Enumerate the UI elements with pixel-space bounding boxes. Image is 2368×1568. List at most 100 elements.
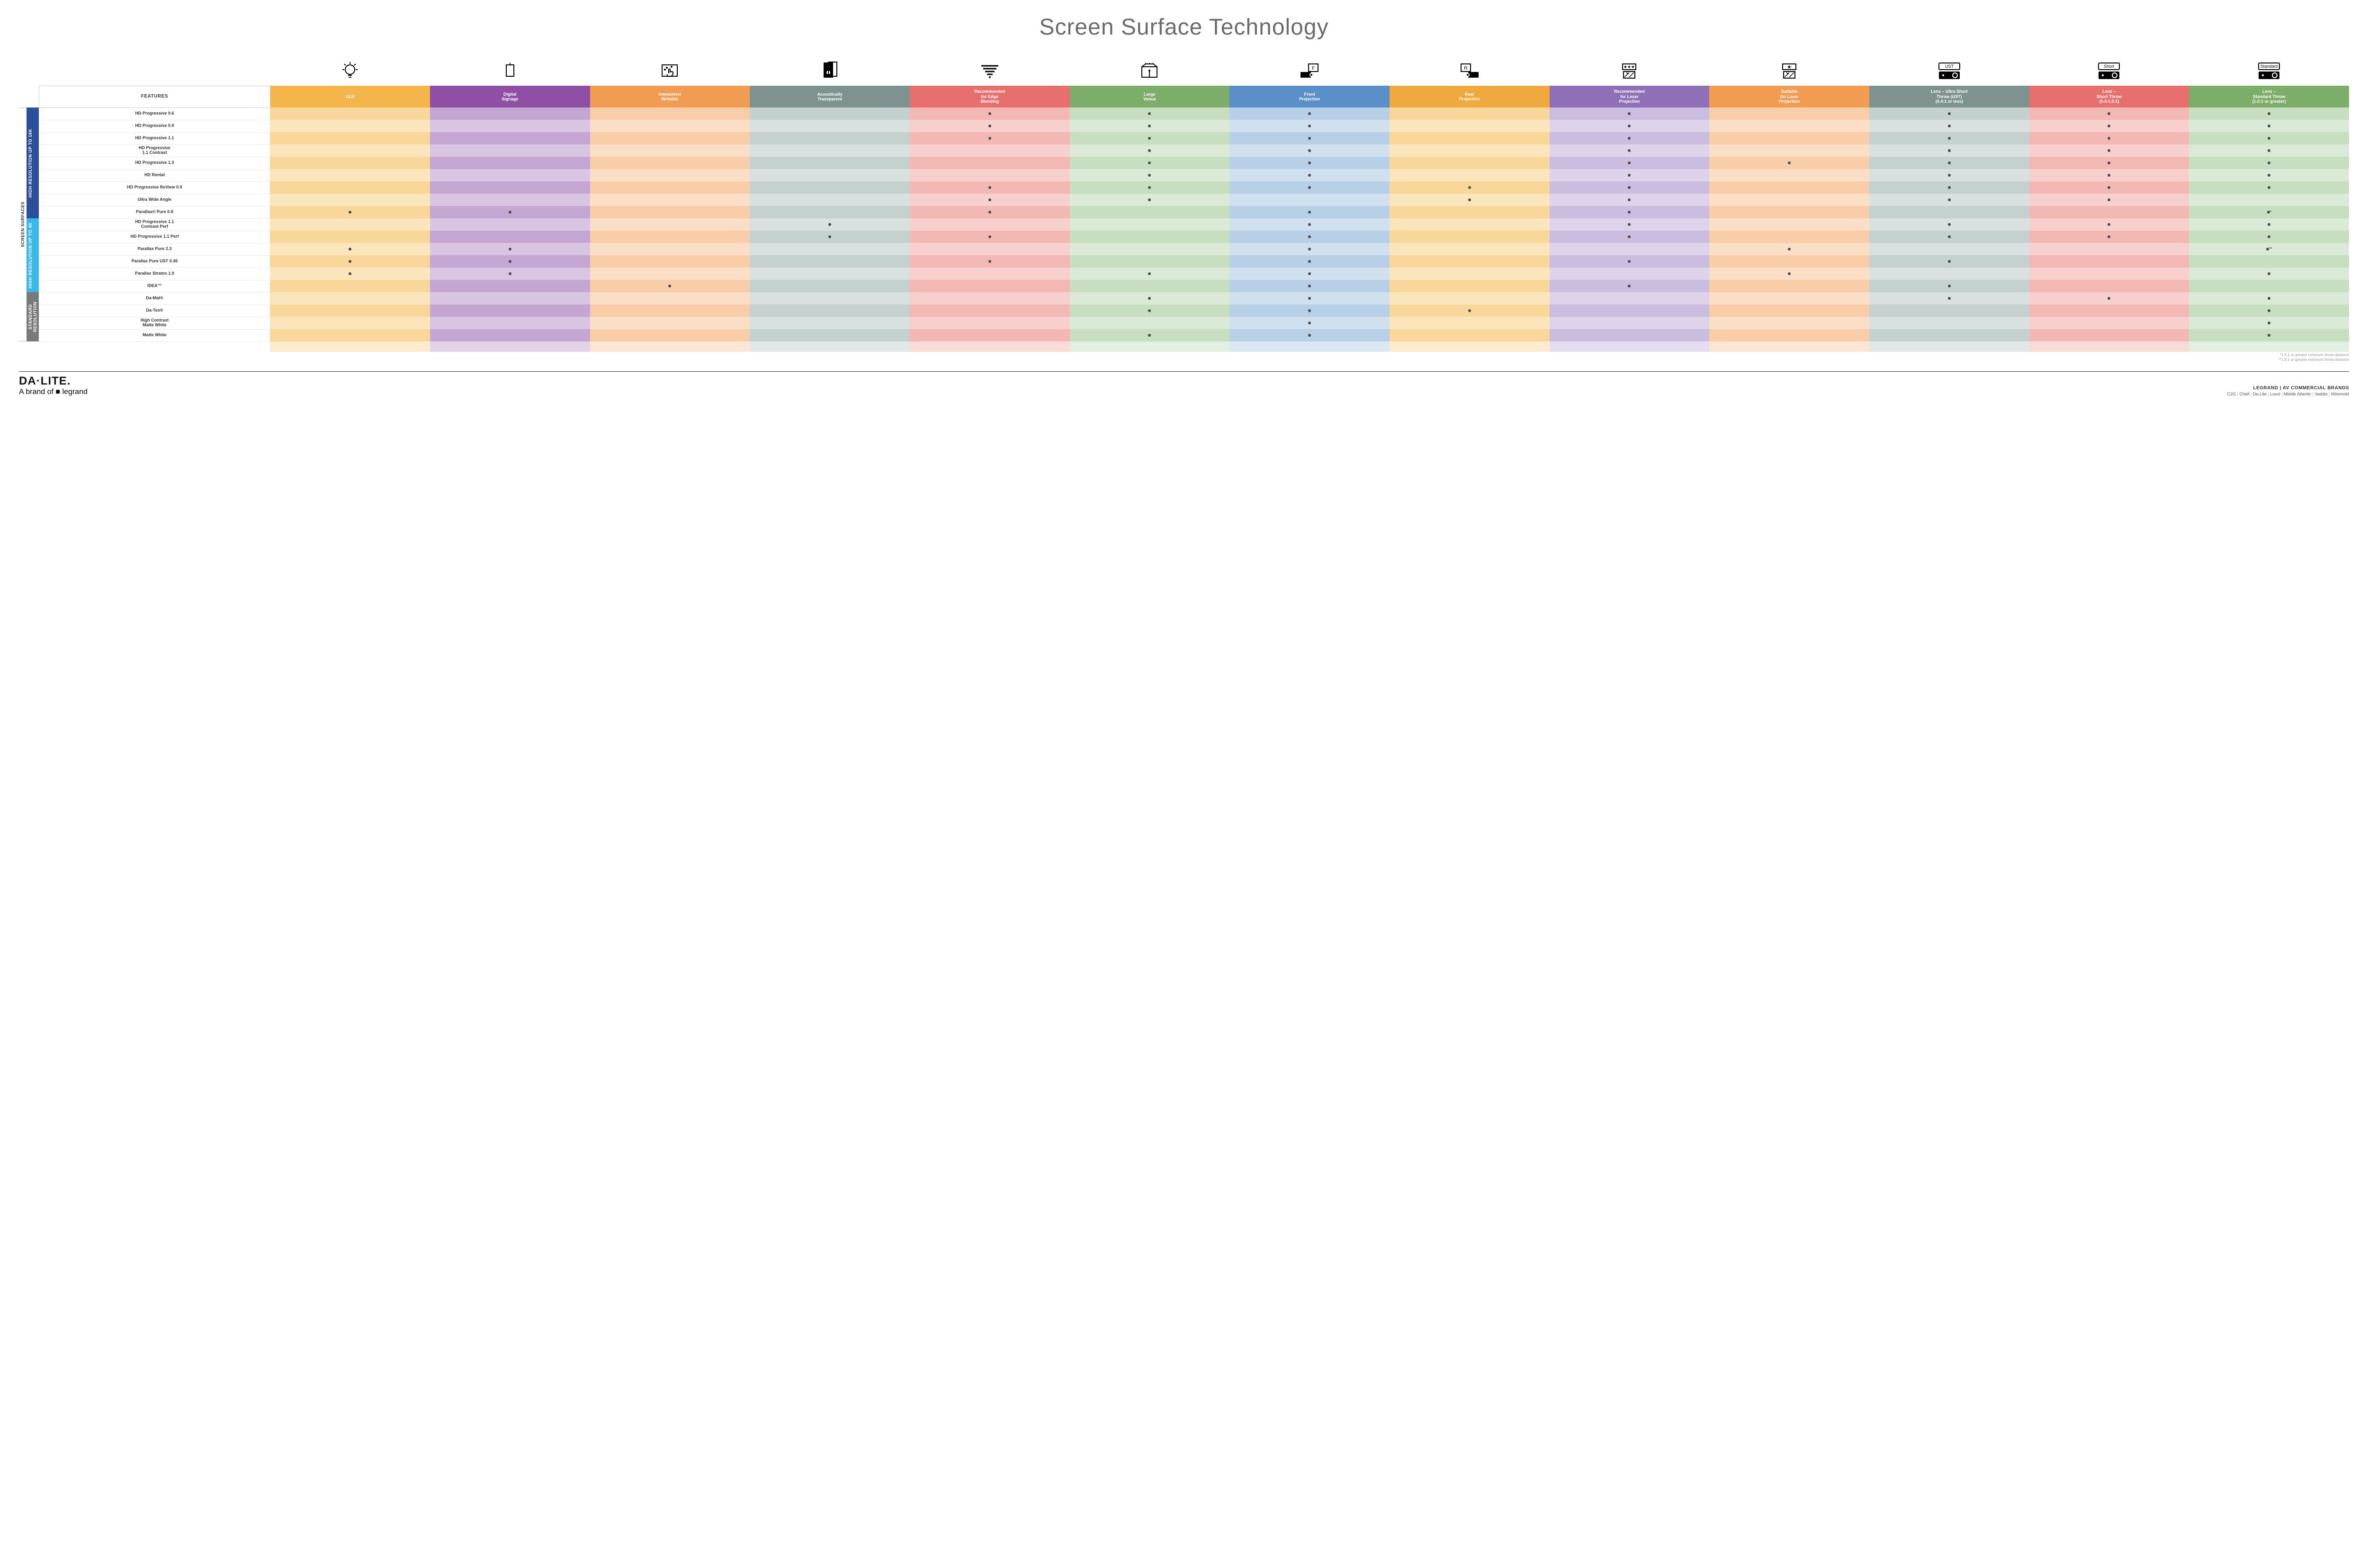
cell-acoustic [750,280,910,292]
cell-edge [910,157,1070,169]
row-label: HD Progressive 0.9 [39,120,270,132]
cell-alr [270,194,430,206]
cell-rear [1390,268,1550,280]
cell-reclaser [1550,120,1710,132]
col-std: Lens –Standard Throw(1.0:1 or greater) [2189,86,2349,108]
row-label: High ContrastMatte White [39,317,270,329]
cell-edge [910,255,1070,268]
cell-large [1070,194,1230,206]
cell-std [2189,292,2349,305]
cell-suitlaser [1709,108,1869,120]
cell-acoustic [750,157,910,169]
cell-edge [910,108,1070,120]
cell-alr [270,157,430,169]
cell-short [2029,206,2189,218]
cell-alr [270,305,430,317]
cell-ust [1869,108,2029,120]
cell-ust [1869,144,2029,157]
cell-suitlaser [1709,292,1869,305]
cell-signage [430,243,590,255]
icon-rear: R [1390,54,1550,86]
cell-alr [270,243,430,255]
cell-edge [910,231,1070,243]
row-12: Parallax Pure UST 0.45 [39,255,2350,268]
cell-large [1070,181,1230,194]
cell-rear [1390,305,1550,317]
cell-front [1229,132,1390,144]
cell-short [2029,144,2189,157]
icon-ust: UST [1869,54,2029,86]
cell-ust [1869,268,2029,280]
cell-ust [1869,194,2029,206]
cell-edge [910,120,1070,132]
cell-std [2189,255,2349,268]
cell-short [2029,132,2189,144]
cell-interactive [590,120,750,132]
col-ust: Lens – Ultra ShortThrow (UST)(0.4:1 or l… [1869,86,2029,108]
cell-std [2189,305,2349,317]
row-label: Parallax Pure UST 0.45 [39,255,270,268]
cell-short [2029,280,2189,292]
cell-short [2029,305,2189,317]
cell-suitlaser [1709,317,1869,329]
cell-short [2029,231,2189,243]
cell-alr [270,280,430,292]
cell-large [1070,329,1230,341]
cell-acoustic [750,194,910,206]
row-7: Ultra Wide Angle [39,194,2350,206]
cell-reclaser [1550,231,1710,243]
row-10: HD Progressive 1.1 Perf [39,231,2350,243]
cell-interactive [590,181,750,194]
cell-suitlaser [1709,181,1869,194]
cell-large [1070,120,1230,132]
cell-reclaser [1550,169,1710,181]
cell-interactive [590,305,750,317]
cell-acoustic [750,243,910,255]
row-label: HD Progressive 1.3 [39,157,270,169]
cell-large [1070,218,1230,231]
cell-suitlaser [1709,120,1869,132]
cell-signage [430,157,590,169]
cell-std: ** [2189,243,2349,255]
cell-std [2189,329,2349,341]
cell-front [1229,317,1390,329]
cell-alr [270,169,430,181]
icon-std: Standard [2189,54,2349,86]
row-label: Parallax® Pure 0.8 [39,206,270,218]
cell-large [1070,305,1230,317]
row-label: Da-Mat® [39,292,270,305]
cell-std [2189,218,2349,231]
cell-alr [270,120,430,132]
cell-std [2189,317,2349,329]
cell-edge [910,169,1070,181]
cell-short [2029,120,2189,132]
row-1: HD Progressive 0.9 [39,120,2350,132]
cell-signage [430,144,590,157]
svg-text:Short: Short [2104,64,2115,69]
cell-interactive [590,194,750,206]
cell-interactive [590,132,750,144]
cell-edge [910,243,1070,255]
svg-text:★★★: ★★★ [1624,64,1635,69]
col-short: Lens –Short Throw(0.4-1.0:1) [2029,86,2189,108]
cell-interactive [590,206,750,218]
cell-front [1229,181,1390,194]
cell-std [2189,157,2349,169]
cell-reclaser [1550,268,1710,280]
cell-front [1229,305,1390,317]
col-acoustic: AcousticallyTransparent [750,86,910,108]
row-label: Ultra Wide Angle [39,194,270,206]
cell-acoustic [750,108,910,120]
cell-suitlaser [1709,305,1869,317]
cell-edge [910,132,1070,144]
cell-ust [1869,292,2029,305]
cell-signage [430,132,590,144]
cell-std [2189,132,2349,144]
cell-signage [430,255,590,268]
cell-ust [1869,317,2029,329]
col-alr: ALR [270,86,430,108]
icon-interactive [590,54,750,86]
cell-ust [1869,231,2029,243]
cell-reclaser [1550,181,1710,194]
cell-rear [1390,108,1550,120]
